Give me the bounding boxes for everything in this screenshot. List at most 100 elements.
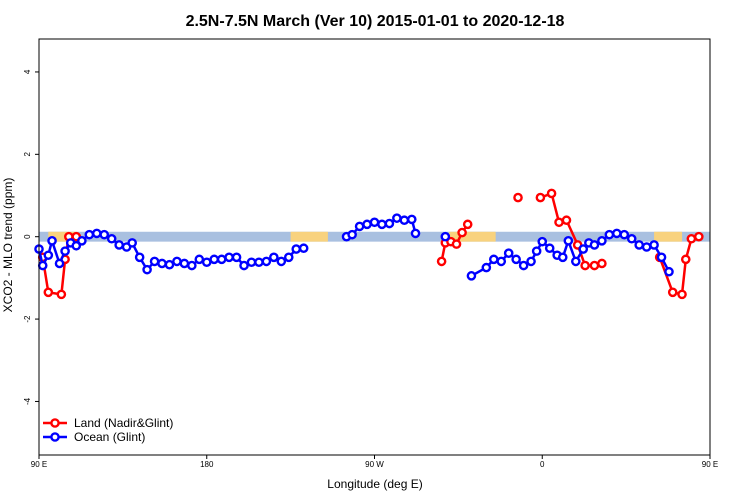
data-point [680, 254, 691, 265]
data-point [571, 256, 581, 267]
data-point [664, 266, 674, 277]
data-point [84, 229, 95, 240]
data-point [142, 264, 152, 275]
data-point [649, 240, 659, 250]
data-point [518, 260, 529, 271]
chart-title: 2.5N-7.5N March (Ver 10) 2015-01-01 to 2… [186, 13, 565, 30]
data-point [488, 254, 499, 265]
data-point [157, 258, 167, 269]
data-point [54, 258, 65, 269]
data-point [91, 228, 102, 239]
x-tick-label: 90 W [365, 460, 384, 469]
data-point [254, 257, 264, 268]
data-point [511, 254, 521, 265]
x-tick-label: 0 [540, 460, 545, 469]
data-point [71, 240, 82, 251]
x-axis-ticks: 90 E 180 90 W 0 90 E [31, 455, 718, 469]
y-tick-label: 2 [23, 152, 32, 157]
data-point [43, 250, 54, 261]
data-point [201, 257, 212, 268]
data-point [436, 256, 447, 267]
data-point [231, 252, 242, 263]
x-tick-label: 180 [200, 460, 214, 469]
data-point [298, 243, 309, 254]
data-point [399, 215, 410, 226]
data-point [563, 236, 574, 246]
data-point [134, 252, 145, 263]
data-point [561, 215, 572, 226]
y-tick-label: -4 [23, 397, 32, 405]
data-point [216, 254, 227, 265]
data-point [37, 260, 48, 271]
data-point [619, 229, 630, 240]
data-point [597, 258, 607, 269]
data-point [369, 217, 380, 228]
data-point [546, 188, 557, 199]
data-point [410, 228, 421, 239]
data-point [496, 256, 507, 267]
data-point [589, 260, 600, 271]
data-point [557, 252, 568, 263]
data-point [194, 254, 205, 265]
data-point [694, 231, 704, 242]
land-band-segment [449, 231, 496, 242]
data-point [626, 233, 637, 244]
data-point [276, 256, 287, 267]
x-tick-label: 90 E [31, 460, 47, 469]
data-point [77, 236, 87, 246]
y-tick-label: 0 [23, 234, 32, 239]
land-band-segment [654, 231, 683, 242]
data-point [56, 289, 67, 300]
series-line [470, 232, 671, 277]
data-point [354, 221, 365, 232]
y-axis-ticks: -4 -2 0 2 4 [23, 69, 39, 405]
data-point [164, 259, 175, 270]
data-point [580, 260, 590, 271]
data-point [526, 256, 536, 267]
data-point [224, 252, 234, 263]
data-point [283, 252, 294, 263]
y-axis-label: XCO2 - MLO trend (ppm) [1, 178, 15, 313]
data-point [554, 217, 564, 228]
data-point [60, 246, 70, 256]
data-point [377, 219, 387, 230]
data-point [451, 239, 462, 249]
data-point [209, 254, 220, 265]
data-point [172, 256, 182, 267]
data-point [269, 252, 279, 263]
data-point [261, 256, 272, 267]
data-point [406, 214, 417, 225]
data-point [239, 260, 249, 271]
data-point [634, 240, 644, 250]
land-band-segment [48, 231, 77, 242]
data-point [246, 257, 257, 268]
data-point [535, 192, 546, 203]
data-point [384, 218, 395, 229]
data-point [531, 246, 542, 256]
data-point [589, 240, 600, 250]
legend-item: Ocean (Glint) [43, 430, 145, 444]
series-ocean [34, 213, 674, 281]
x-axis-label: Longitude (deg E) [327, 477, 422, 491]
data-point [537, 236, 548, 247]
y-tick-label: 4 [23, 69, 32, 74]
data-point [187, 260, 197, 271]
data-point [604, 229, 615, 240]
data-point [127, 238, 137, 248]
data-point [291, 244, 302, 254]
data-point [99, 229, 110, 240]
data-point [667, 287, 678, 298]
x-tick-label: 90 E [702, 460, 718, 469]
data-point [462, 219, 473, 230]
legend: Land (Nadir&Glint)Ocean (Glint) [43, 416, 173, 444]
data-point [43, 287, 54, 298]
data-point [481, 262, 492, 273]
land-band-segment [290, 231, 328, 242]
data-point [513, 192, 523, 203]
data-point [503, 248, 514, 258]
data-point [149, 256, 160, 267]
y-tick-label: -2 [23, 315, 32, 323]
data-point [392, 213, 402, 223]
data-point [457, 227, 467, 238]
